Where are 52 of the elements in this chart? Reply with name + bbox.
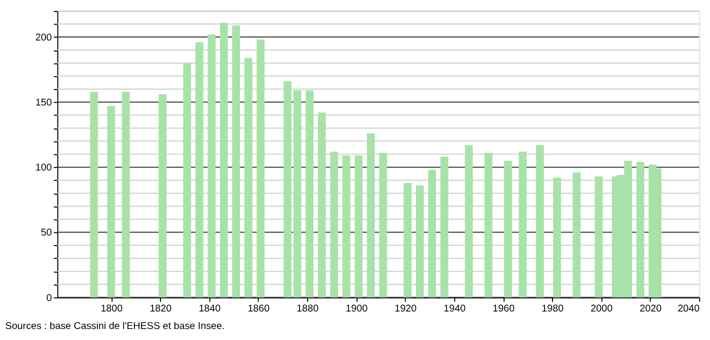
bar — [379, 152, 388, 298]
bar — [232, 25, 240, 298]
bar — [293, 90, 302, 298]
y-tick-label: 0 — [46, 292, 52, 304]
x-tick-label: 1920 — [394, 304, 418, 315]
bar — [404, 182, 412, 298]
y-tick-label: 200 — [35, 32, 52, 44]
x-tick-label: 1900 — [346, 304, 368, 315]
bar — [484, 152, 492, 298]
bar — [244, 58, 252, 298]
bar — [330, 152, 338, 298]
bar — [440, 156, 448, 298]
bar — [428, 170, 436, 298]
bar — [572, 172, 581, 298]
bar — [464, 145, 473, 298]
x-tick-label: 1980 — [542, 304, 564, 315]
bar — [366, 133, 375, 298]
x-tick-label: 2040 — [678, 304, 700, 315]
bar — [306, 90, 314, 298]
x-tick-label: 1860 — [248, 304, 270, 315]
bar — [318, 112, 326, 298]
bar — [195, 42, 204, 298]
bar — [256, 40, 265, 298]
bar — [518, 152, 527, 298]
bar — [90, 92, 98, 298]
y-tick-label: 100 — [35, 162, 52, 174]
bar — [536, 145, 544, 298]
bar — [504, 160, 512, 298]
x-tick-label: 1820 — [150, 304, 172, 315]
bar — [416, 185, 424, 298]
bar — [553, 178, 561, 298]
x-tick-label: 1880 — [296, 304, 320, 315]
bar — [342, 155, 350, 298]
bar — [107, 106, 116, 298]
bar — [158, 94, 167, 298]
x-tick-label: 1840 — [198, 304, 222, 315]
bar — [636, 162, 644, 298]
bar — [183, 63, 192, 298]
x-tick-label: 1960 — [492, 304, 516, 315]
x-tick-label: 1940 — [444, 304, 466, 315]
x-tick-label: 2000 — [590, 304, 614, 315]
x-tick-label: 2020 — [640, 304, 662, 315]
bar — [594, 176, 603, 298]
y-tick-label: 50 — [40, 228, 52, 239]
bar — [354, 155, 363, 298]
y-tick-label: 150 — [35, 98, 52, 109]
bar — [284, 81, 292, 298]
source-note: Sources : base Cassini de l'EHESS et base Insee. — [5, 320, 225, 332]
bar — [122, 92, 130, 298]
bar — [208, 34, 216, 298]
bar — [220, 22, 228, 298]
x-tick-label: 1800 — [100, 304, 124, 315]
